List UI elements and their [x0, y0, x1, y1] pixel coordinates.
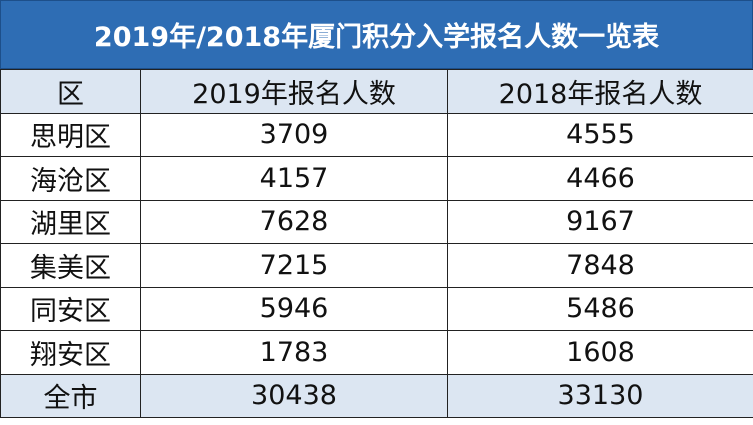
- data-table: 区 2019年报名人数 2018年报名人数 思明区 3709 4555 海沧区 4157 446…: [0, 69, 753, 418]
- cell: 海沧区: [0, 156, 141, 201]
- body-row: 同安区 5946 5486: [0, 286, 753, 331]
- table-title: 2019年/2018年厦门积分入学报名人数一览表: [0, 0, 753, 69]
- cell: 1783: [140, 330, 448, 375]
- cell: 5486: [447, 286, 753, 331]
- cell: 5946: [140, 286, 448, 331]
- head-row: 区 2019年报名人数 2018年报名人数: [0, 69, 753, 114]
- cell: 2019年报名人数: [140, 69, 448, 114]
- cell: 集美区: [0, 243, 141, 288]
- cell: 湖里区: [0, 199, 141, 244]
- cell: 30438: [140, 373, 448, 418]
- body-row: 翔安区 1783 1608: [0, 330, 753, 375]
- cell: 3709: [140, 112, 448, 157]
- cell: 9167: [447, 199, 753, 244]
- cell: 4466: [447, 156, 753, 201]
- body-row: 集美区 7215 7848: [0, 243, 753, 288]
- cell: 4555: [447, 112, 753, 157]
- cell: 7215: [140, 243, 448, 288]
- cell: 同安区: [0, 286, 141, 331]
- cell: 33130: [447, 373, 753, 418]
- cell: 4157: [140, 156, 448, 201]
- cell: 全市: [0, 373, 141, 418]
- cell: 7628: [140, 199, 448, 244]
- cell: 1608: [447, 330, 753, 375]
- cell: 7848: [447, 243, 753, 288]
- cell: 2018年报名人数: [447, 69, 753, 114]
- total-row: 全市 30438 33130: [0, 373, 753, 418]
- body-row: 海沧区 4157 4466: [0, 156, 753, 201]
- body-row: 湖里区 7628 9167: [0, 199, 753, 244]
- cell: 思明区: [0, 112, 141, 157]
- cell: 区: [0, 69, 141, 114]
- cell: 翔安区: [0, 330, 141, 375]
- body-row: 思明区 3709 4555: [0, 112, 753, 157]
